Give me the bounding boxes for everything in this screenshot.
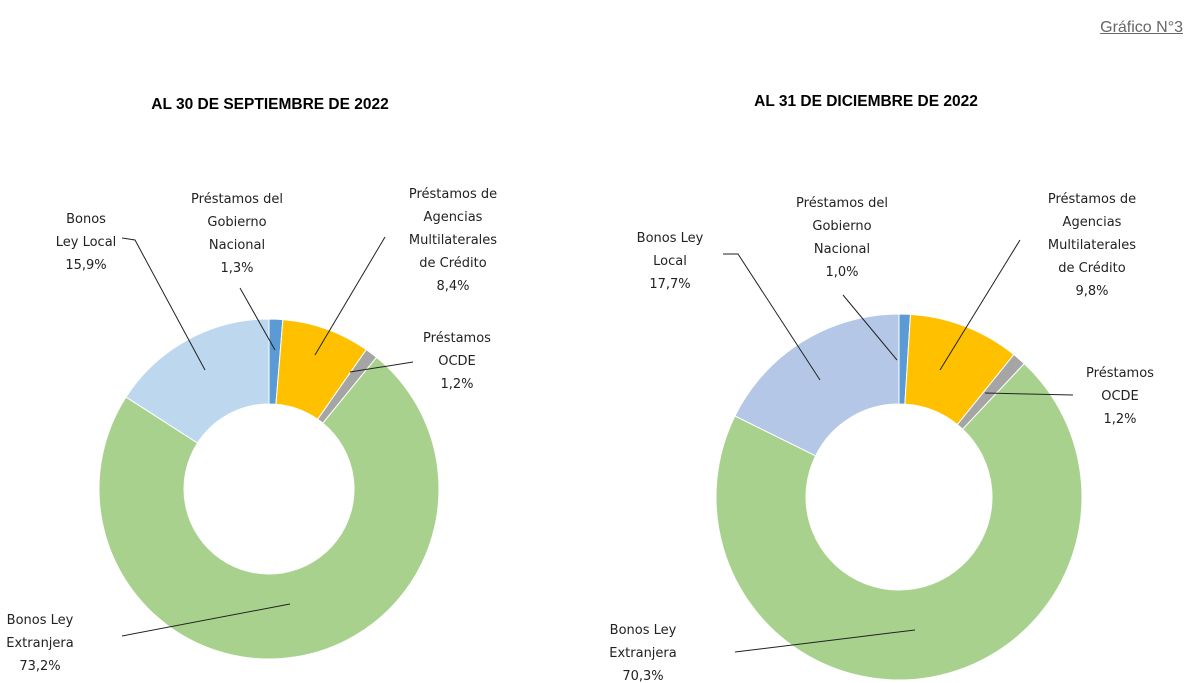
leader-line (939, 239, 1021, 371)
leader-line (723, 253, 821, 381)
leader-line (734, 629, 916, 653)
data-label: Préstamos OCDE 1,2% (417, 327, 497, 396)
data-label: Préstamos del Gobierno Nacional 1,3% (185, 188, 290, 280)
value-label: 1,0% (825, 265, 859, 280)
value-label: 70,3% (622, 669, 664, 683)
data-label: Préstamos OCDE 1,2% (1080, 362, 1160, 431)
data-label: Bonos Ley Local 17,7% (633, 227, 708, 296)
leader-line (314, 236, 386, 356)
donut-slice (734, 313, 900, 457)
leader-line (121, 237, 206, 371)
category-label: Préstamos del Gobierno Nacional (191, 192, 283, 253)
category-label: Préstamos OCDE (423, 331, 491, 369)
category-label: Bonos Ley Local (636, 231, 704, 269)
leader-line (121, 603, 291, 637)
category-label: Préstamos del Gobierno Nacional (796, 196, 888, 257)
data-label: Préstamos de Agencias Multilaterales de … (401, 183, 506, 298)
figure-label: Gráfico N°3 (1100, 19, 1183, 36)
data-label: Préstamos de Agencias Multilaterales de … (1040, 188, 1145, 303)
chart-title: AL 30 DE SEPTIEMBRE DE 2022 (151, 96, 389, 113)
value-label: 17,7% (649, 277, 691, 292)
donut-slice (125, 318, 270, 444)
leader-line (842, 294, 898, 361)
data-label: Bonos Ley Extranjera 73,2% (0, 609, 80, 678)
value-label: 15,9% (65, 258, 107, 273)
value-label: 1,2% (1103, 412, 1137, 427)
category-label: Bonos Ley Extranjera (6, 613, 74, 651)
data-label: Préstamos del Gobierno Nacional 1,0% (790, 192, 895, 284)
value-label: 9,8% (1075, 284, 1109, 299)
category-label: Préstamos de Agencias Multilaterales de … (408, 187, 498, 271)
value-label: 1,2% (440, 377, 474, 392)
category-label: Préstamos de Agencias Multilaterales de … (1047, 192, 1137, 276)
chart-title: AL 31 DE DICIEMBRE DE 2022 (754, 93, 978, 110)
value-label: 1,3% (220, 261, 254, 276)
data-label: Bonos Ley Extranjera 70,3% (603, 619, 683, 683)
category-label: Préstamos OCDE (1086, 366, 1154, 404)
leader-line (349, 361, 414, 373)
category-label: Bonos Ley Local (55, 212, 117, 250)
value-label: 73,2% (19, 659, 61, 674)
donut-slice (98, 356, 440, 660)
leader-line (984, 392, 1074, 396)
category-label: Bonos Ley Extranjera (609, 623, 677, 661)
donut-slice (715, 362, 1083, 681)
leader-line (239, 287, 276, 351)
data-label: Bonos Ley Local 15,9% (54, 208, 119, 277)
value-label: 8,4% (436, 279, 470, 294)
